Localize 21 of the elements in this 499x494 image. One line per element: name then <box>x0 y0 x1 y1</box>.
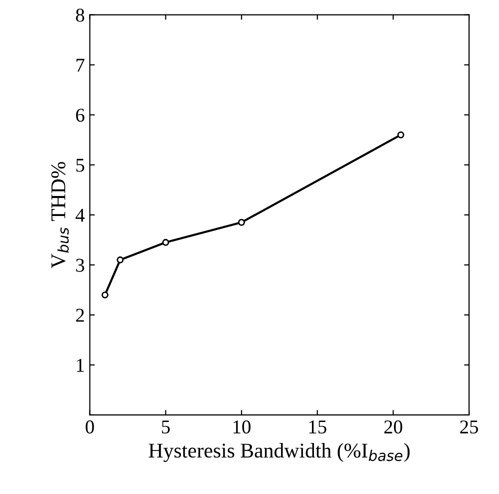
point <box>102 291 108 298</box>
y-tick-label: 2 <box>76 308 84 322</box>
y-axis-title: V$_{bus}$ THD% <box>51 162 69 268</box>
point <box>116 256 124 264</box>
point <box>162 238 170 246</box>
point <box>238 218 245 226</box>
point <box>397 131 404 138</box>
y-tick-label: 6 <box>76 108 84 122</box>
x-tick-label: 20 <box>384 420 402 434</box>
x-tick-label: 25 <box>460 420 478 434</box>
y-tick-label: 3 <box>76 258 84 272</box>
x-tick-label: 15 <box>309 420 326 434</box>
y-tick-label: 1 <box>76 358 84 372</box>
y-tick-label: 4 <box>76 208 85 222</box>
y-tick-label: 5 <box>76 158 84 172</box>
x-tick-label: 0 <box>86 420 94 434</box>
y-tick-label: 8 <box>76 8 84 22</box>
y-tick-label: 7 <box>76 58 84 72</box>
x-tick-label: 10 <box>234 420 250 434</box>
x-tick-label: 5 <box>162 420 170 434</box>
x-axis-title: Hysteresis Bandwidth (%I$_{base}$) <box>148 443 410 462</box>
